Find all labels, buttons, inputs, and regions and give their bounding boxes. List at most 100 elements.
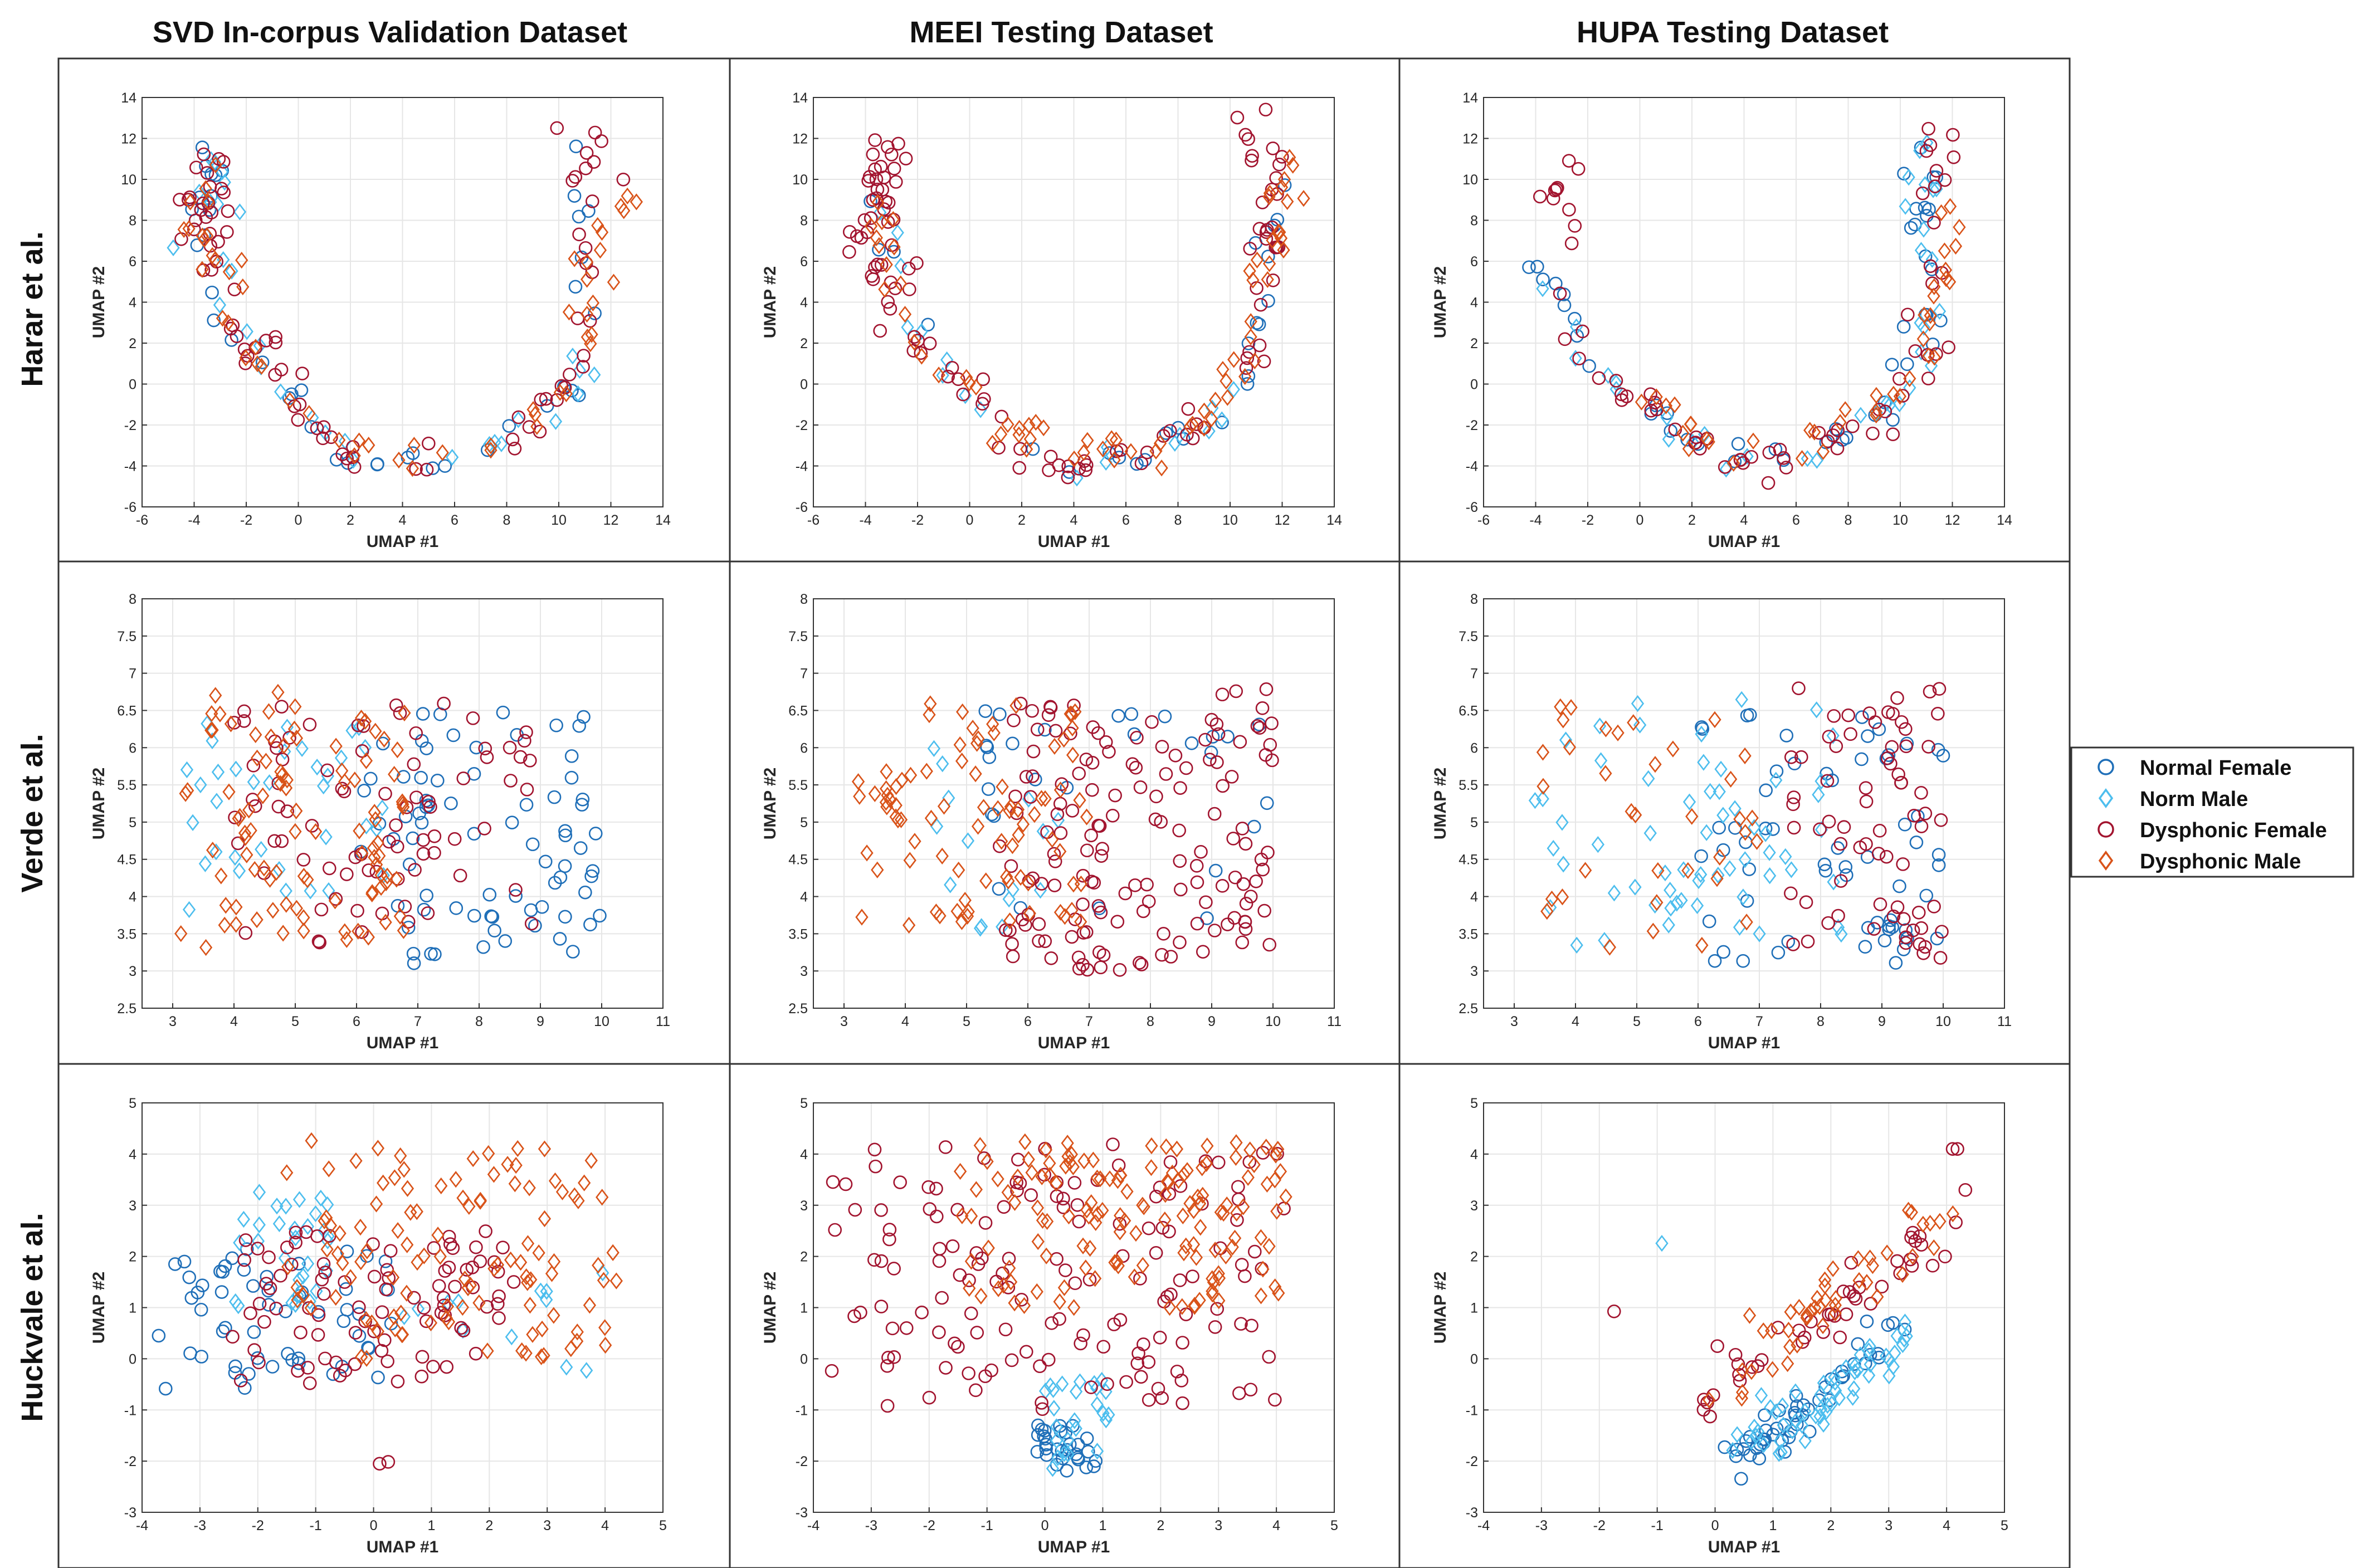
data-point-diamond [1695,725,1708,743]
data-point-diamond [177,221,191,238]
data-point-circle [1695,720,1709,734]
data-point-circle [885,148,899,162]
x-tick-label: -4 [1529,512,1542,528]
data-point-circle [871,257,885,272]
data-point-diamond [249,339,262,356]
data-point-circle [1108,788,1122,803]
data-point-diamond [1803,422,1817,439]
data-point-circle [1773,443,1787,457]
data-point-circle [1118,886,1133,901]
data-point-circle [1860,1315,1874,1328]
data-point-diamond [578,1174,591,1191]
y-tick-label: 2 [129,1249,136,1265]
data-point-circle [237,714,251,728]
data-point-circle [881,140,895,154]
data-point-diamond [972,730,985,748]
data-point-diamond [1086,1151,1100,1169]
data-point-circle [899,152,913,165]
data-points [1522,121,1966,490]
data-point-circle [340,867,354,881]
data-point-circle [1174,1374,1189,1388]
data-point-diamond [1003,1259,1016,1277]
data-point-circle [1855,710,1869,724]
data-point-circle [588,827,603,841]
data-point-diamond [1607,885,1621,902]
data-point-circle [469,740,484,755]
data-point-circle [583,314,597,328]
data-point-circle [1024,1188,1038,1202]
data-point-circle [1033,1359,1047,1374]
data-point-circle [282,731,296,745]
x-tick-label: 2 [1157,1518,1164,1533]
data-point-diamond [391,1222,404,1239]
y-tick-label: 3 [1470,964,1478,979]
x-tick-label: 12 [603,512,619,528]
data-point-circle [975,1251,989,1266]
x-tick-label: -1 [1651,1518,1664,1533]
data-point-circle [866,147,880,162]
data-point-circle [338,1364,353,1378]
data-point-diamond [482,1145,495,1162]
data-point-circle [211,235,225,249]
data-point-circle [1840,431,1853,445]
y-tick-label: 6 [800,740,808,756]
data-point-circle [243,1306,257,1320]
data-point-diamond [1893,388,1907,405]
data-point-diamond [1887,385,1900,403]
data-point-diamond [1227,351,1241,368]
data-point-diamond [523,1297,537,1314]
data-point-diamond [994,426,1008,443]
data-point-circle [1898,817,1912,832]
data-point-circle [1256,862,1270,877]
data-point-circle [566,945,580,959]
data-point-diamond [1916,1215,1930,1233]
data-point-diamond [401,1180,414,1197]
data-point-circle [1173,882,1188,897]
x-tick-label: 7 [1085,1014,1093,1029]
data-point-diamond [1061,1147,1075,1165]
data-point-circle [969,1383,983,1398]
data-point-circle [1557,298,1572,312]
data-point-circle [1112,451,1126,465]
data-point-circle [1124,707,1139,721]
data-point-circle [1546,192,1560,206]
data-point-diamond [417,1247,431,1264]
data-point-circle [848,1203,862,1217]
data-point-circle [1257,903,1271,918]
data-point-diamond [210,793,223,810]
data-point-circle [226,318,240,333]
data-point-diamond [855,908,869,926]
data-point-diamond [923,706,936,724]
data-point-diamond [1808,423,1821,441]
data-point-circle [1255,701,1270,715]
data-point-diamond [280,896,293,913]
x-tick-label: 6 [353,1014,360,1029]
data-point-diamond [1262,1238,1276,1255]
data-point-circle [1091,726,1105,740]
data-point-diamond [1710,870,1724,887]
data-point-circle [339,1282,353,1296]
data-point-diamond [1090,1379,1104,1397]
y-tick-label: 5.5 [788,778,808,793]
x-tick-label: 8 [1817,1014,1825,1029]
data-point-diamond [199,939,213,956]
data-point-circle [578,241,593,255]
y-tick-label: -1 [124,1403,136,1418]
data-point-diamond [884,791,897,809]
data-point-circle [1886,427,1900,441]
data-point-circle [1813,822,1827,837]
data-point-circle [867,1142,882,1157]
data-point-circle [1067,1176,1082,1190]
data-point-circle [1170,1364,1184,1379]
data-point-circle [1211,1155,1226,1170]
y-tick-label: 5 [129,1096,136,1111]
x-tick-label: 10 [1892,512,1908,528]
data-point-diamond [274,383,287,400]
data-point-circle [357,784,371,798]
data-point-circle [1060,1463,1074,1478]
data-point-circle [1245,149,1259,163]
data-point-diamond [362,929,375,946]
data-point-circle [880,1399,895,1413]
data-point-diamond [1697,754,1710,771]
data-point-circle [1010,1184,1024,1198]
